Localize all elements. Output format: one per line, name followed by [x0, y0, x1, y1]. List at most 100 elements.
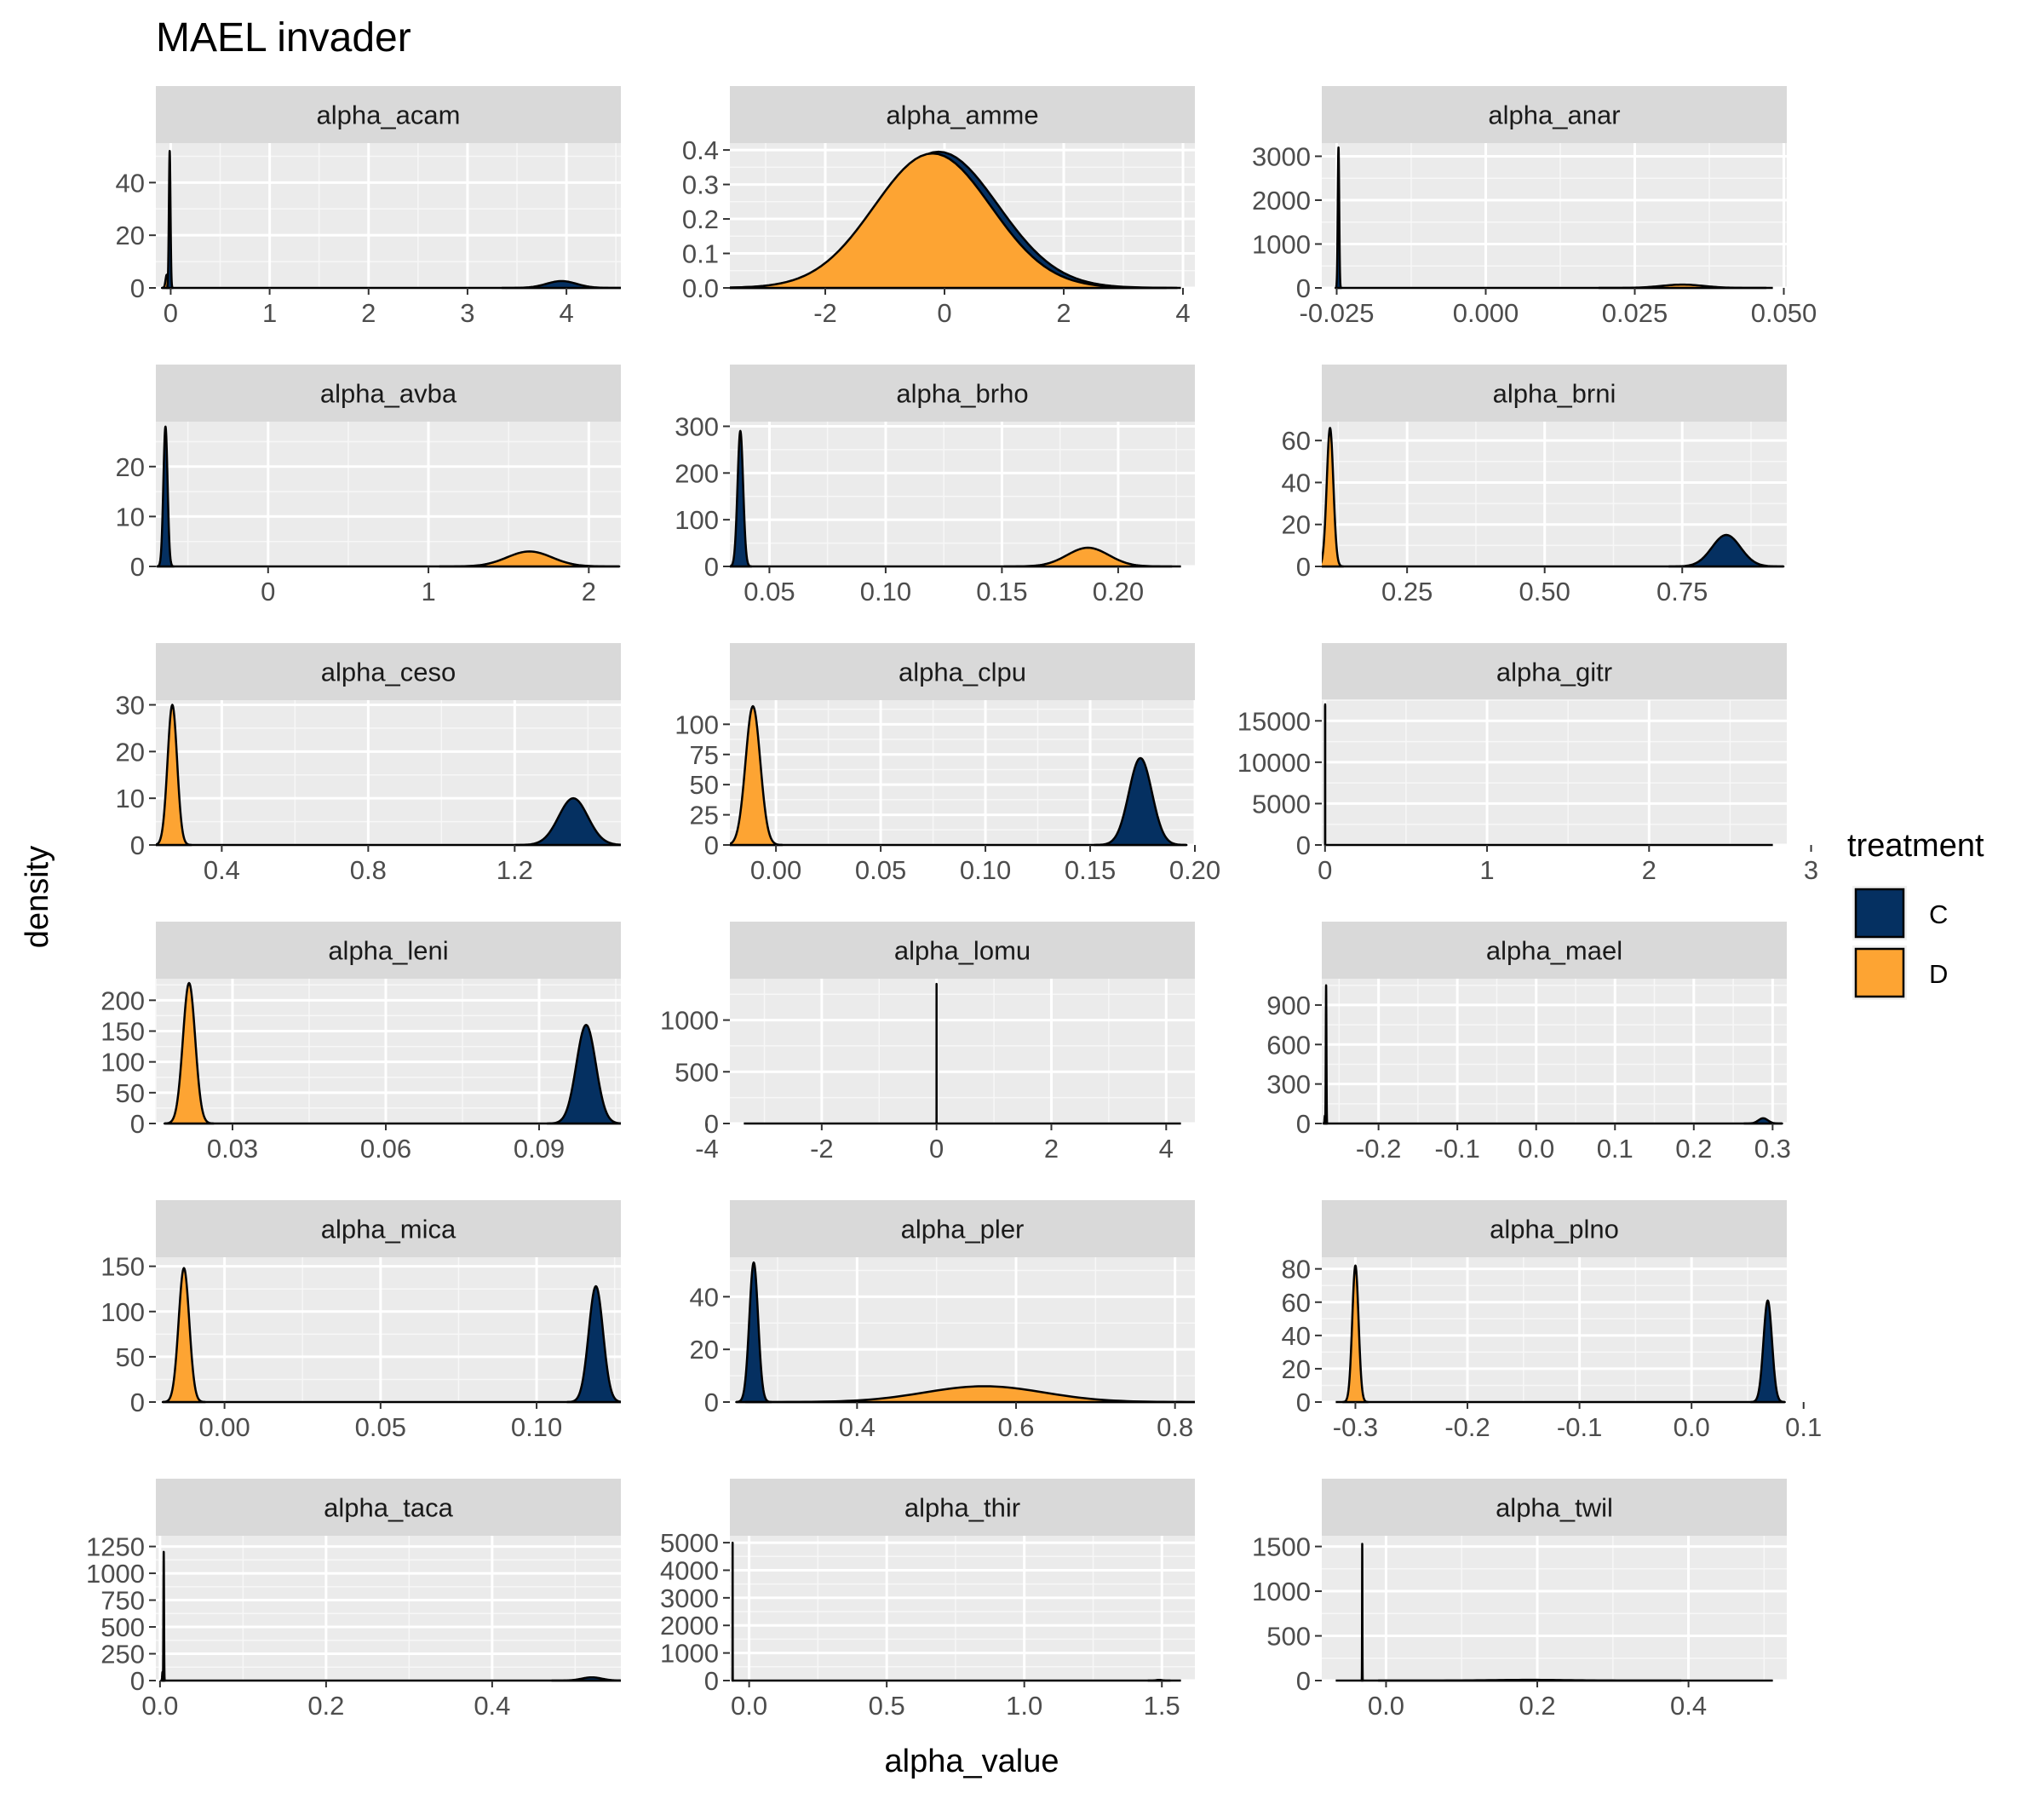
y-tick-label: 0 [1296, 1666, 1311, 1696]
panel-background [156, 143, 621, 288]
y-tick-label: 40 [1282, 468, 1311, 497]
y-tick-label: 0 [130, 830, 145, 860]
y-tick-label: 250 [100, 1640, 145, 1669]
x-tick-label: 0.3 [1754, 1134, 1791, 1164]
x-tick-label: 0.8 [350, 855, 387, 885]
y-tick-label: 150 [100, 1016, 145, 1046]
x-axis-label: alpha_value [885, 1744, 1059, 1779]
x-tick-label: -0.2 [1356, 1134, 1401, 1164]
facet-label: alpha_brho [896, 379, 1028, 409]
y-tick-label: 200 [100, 986, 145, 1015]
x-tick-label: 4 [559, 298, 573, 328]
x-tick-label: 1.0 [1006, 1691, 1042, 1721]
panel-background [156, 422, 621, 566]
y-tick-label: 1250 [86, 1532, 145, 1562]
x-tick-label: 0.00 [198, 1412, 250, 1442]
x-tick-label: 1 [262, 298, 277, 328]
x-tick-label: 0.0 [1368, 1691, 1404, 1721]
y-tick-label: 0 [130, 1109, 145, 1139]
x-tick-label: 0.0 [141, 1691, 178, 1721]
x-tick-label: 0.09 [514, 1134, 565, 1164]
y-tick-label: 500 [675, 1057, 719, 1087]
y-tick-label: 0 [130, 1666, 145, 1696]
x-tick-label: 1 [1479, 855, 1494, 885]
facet-label: alpha_anar [1488, 101, 1620, 130]
y-tick-label: 100 [675, 505, 719, 535]
x-tick-label: 0.0 [1518, 1134, 1554, 1164]
x-tick-label: 0.20 [1169, 855, 1220, 885]
x-tick-label: 0 [937, 298, 951, 328]
facet-label: alpha_thir [904, 1493, 1020, 1523]
y-tick-label: 2000 [660, 1611, 719, 1641]
y-tick-label: 1000 [1252, 1577, 1311, 1606]
y-tick-label: 0 [704, 830, 719, 860]
x-tick-label: 0.4 [474, 1691, 510, 1721]
y-tick-label: 30 [116, 690, 145, 720]
x-tick-label: 1.2 [497, 855, 533, 885]
x-tick-label: 0.15 [976, 577, 1027, 606]
y-tick-label: 50 [116, 1342, 145, 1372]
y-tick-label: 0.2 [682, 204, 719, 234]
y-tick-label: 40 [690, 1282, 719, 1312]
facet-label: alpha_mael [1486, 936, 1622, 966]
x-tick-label: 0 [929, 1134, 944, 1164]
chart-title: MAEL invader [156, 15, 411, 60]
x-tick-label: 0.6 [997, 1412, 1034, 1442]
y-tick-label: 80 [1282, 1255, 1311, 1284]
density-C-alpha-mael-1 [1325, 986, 1328, 1123]
y-tick-label: 40 [116, 168, 145, 198]
x-tick-label: -0.1 [1434, 1134, 1479, 1164]
y-tick-label: 0 [1296, 830, 1311, 860]
y-tick-label: 0 [704, 1388, 719, 1417]
y-tick-label: 1500 [1252, 1532, 1311, 1562]
y-tick-label: 1000 [660, 1639, 719, 1669]
y-tick-label: 20 [116, 737, 145, 767]
y-tick-label: 50 [116, 1078, 145, 1108]
y-tick-label: 0 [130, 552, 145, 582]
x-tick-label: 4 [1159, 1134, 1174, 1164]
y-tick-label: 500 [1266, 1622, 1311, 1652]
y-tick-label: 0 [704, 1109, 719, 1139]
density-C-alpha-taca-1 [163, 1552, 165, 1681]
facet-label: alpha_brni [1493, 379, 1616, 409]
y-tick-label: 0.0 [682, 273, 719, 303]
y-tick-label: 200 [675, 458, 719, 488]
y-tick-label: 0.3 [682, 170, 719, 200]
y-tick-label: 20 [1282, 510, 1311, 540]
y-tick-label: 600 [1266, 1030, 1311, 1060]
y-tick-label: 0 [704, 1666, 719, 1696]
y-tick-label: 150 [100, 1252, 145, 1282]
x-tick-label: 0.0 [731, 1691, 767, 1721]
x-tick-label: 0.75 [1656, 577, 1708, 606]
x-tick-label: 4 [1175, 298, 1190, 328]
facet-label: alpha_mica [321, 1215, 456, 1244]
x-tick-label: 0.4 [204, 855, 240, 885]
y-tick-label: 2000 [1252, 186, 1311, 216]
panel-background [730, 979, 1195, 1123]
y-tick-label: 1000 [1252, 229, 1311, 259]
x-tick-label: 0.025 [1602, 298, 1668, 328]
x-tick-label: 0 [164, 298, 178, 328]
x-tick-label: 0.4 [839, 1412, 876, 1442]
density-D-alpha-twil-1 [1379, 1680, 1681, 1681]
panel-background [156, 700, 621, 845]
y-tick-label: 10 [116, 502, 145, 532]
x-tick-label: 0.20 [1093, 577, 1144, 606]
facet-label: alpha_taca [324, 1493, 453, 1523]
x-tick-label: 0.05 [744, 577, 795, 606]
x-tick-label: 1.5 [1144, 1691, 1180, 1721]
panel-background [1322, 1257, 1787, 1402]
legend-label-C: C [1929, 899, 1948, 929]
facet-label: alpha_twil [1496, 1493, 1613, 1523]
x-tick-label: -2 [810, 1134, 834, 1164]
x-tick-label: 0 [261, 577, 275, 606]
x-tick-label: 0.2 [307, 1691, 344, 1721]
y-tick-label: 75 [690, 740, 719, 770]
